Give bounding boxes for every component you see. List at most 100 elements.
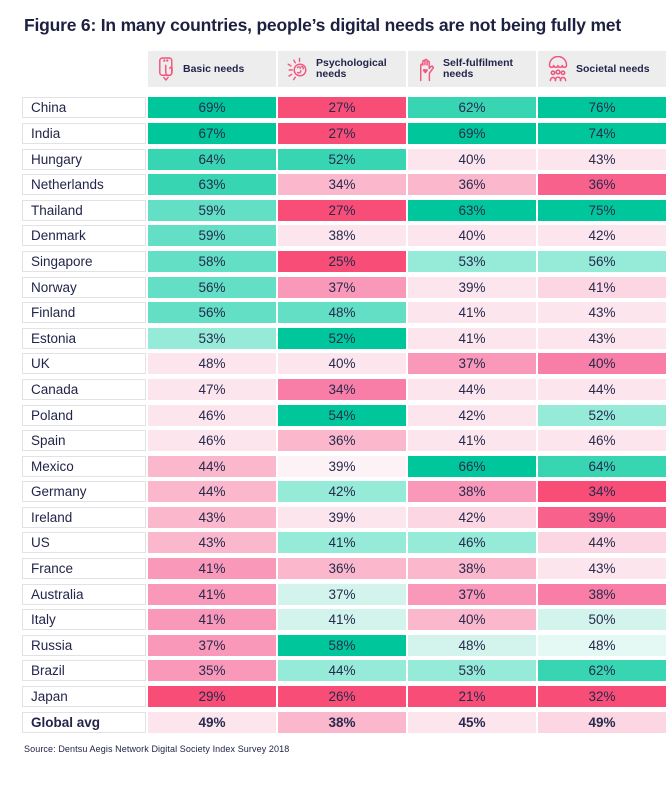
country-label: Global avg [22,711,146,733]
value-cell-societal-needs: 36% [538,174,666,196]
value-cell-psychological-needs: 41% [278,532,406,554]
value-cell-basic-needs: 69% [148,97,276,119]
value-cell-basic-needs: 37% [148,634,276,656]
country-label: Poland [22,404,146,426]
table-row: Germany 44% 42% 38% 34% [22,481,668,503]
table-row: Hungary 64% 52% 40% 43% [22,148,668,170]
table-row: Italy 41% 41% 40% 50% [22,609,668,631]
value-cell-societal-needs: 50% [538,609,666,631]
column-header-label: Basic needs [183,62,245,75]
value-cell-psychological-needs: 42% [278,481,406,503]
value-cell-self-fulfilment-needs: 42% [408,404,536,426]
value-cell-societal-needs: 48% [538,634,666,656]
value-cell-self-fulfilment-needs: 41% [408,327,536,349]
country-label: Canada [22,378,146,400]
hand-heart-icon [415,56,438,82]
country-label: Hungary [22,148,146,170]
value-cell-psychological-needs: 37% [278,583,406,605]
table-row: Denmark 59% 38% 40% 42% [22,225,668,247]
value-cell-societal-needs: 41% [538,276,666,298]
value-cell-basic-needs: 35% [148,660,276,682]
value-cell-basic-needs: 58% [148,250,276,272]
value-cell-societal-needs: 43% [538,302,666,324]
country-label: Russia [22,634,146,656]
value-cell-psychological-needs: 27% [278,199,406,221]
value-cell-self-fulfilment-needs: 69% [408,122,536,144]
value-cell-self-fulfilment-needs: 41% [408,302,536,324]
value-cell-societal-needs: 56% [538,250,666,272]
value-cell-basic-needs: 59% [148,199,276,221]
value-cell-self-fulfilment-needs: 40% [408,609,536,631]
value-cell-basic-needs: 41% [148,583,276,605]
value-cell-psychological-needs: 39% [278,506,406,528]
value-cell-psychological-needs: 41% [278,609,406,631]
value-cell-self-fulfilment-needs: 38% [408,558,536,580]
value-cell-basic-needs: 53% [148,327,276,349]
value-cell-basic-needs: 46% [148,430,276,452]
table-header-row: Basic needs [22,51,668,88]
value-cell-basic-needs: 44% [148,481,276,503]
table-body: China 69% 27% 62% 76% India 67% 27% 69% 74% Hungar… [22,97,668,733]
table-row: Norway 56% 37% 39% 41% [22,276,668,298]
column-header-psychological-needs: Psychological needs [278,51,406,88]
table-row: US 43% 41% 46% 44% [22,532,668,554]
value-cell-self-fulfilment-needs: 66% [408,455,536,477]
country-label: Estonia [22,327,146,349]
value-cell-self-fulfilment-needs: 36% [408,174,536,196]
value-cell-societal-needs: 75% [538,199,666,221]
value-cell-basic-needs: 44% [148,455,276,477]
country-label: Norway [22,276,146,298]
needs-heatmap-table: Basic needs [22,51,668,733]
value-cell-societal-needs: 43% [538,327,666,349]
table-row: Brazil 35% 44% 53% 62% [22,660,668,682]
table-row: France 41% 36% 38% 43% [22,558,668,580]
value-cell-societal-needs: 76% [538,97,666,119]
column-header-label: Psychological needs [316,56,387,81]
column-header-basic-needs: Basic needs [148,51,276,88]
value-cell-societal-needs: 74% [538,122,666,144]
table-row: Netherlands 63% 34% 36% 36% [22,174,668,196]
value-cell-societal-needs: 49% [538,711,666,733]
column-header-label: Societal needs [576,62,650,75]
value-cell-societal-needs: 46% [538,430,666,452]
table-row: Ireland 43% 39% 42% 39% [22,506,668,528]
value-cell-psychological-needs: 27% [278,97,406,119]
value-cell-basic-needs: 56% [148,276,276,298]
value-cell-basic-needs: 46% [148,404,276,426]
country-label: Germany [22,481,146,503]
brain-burst-icon [285,56,311,82]
global-avg-row: Global avg 49% 38% 45% 49% [22,711,668,733]
table-row: Mexico 44% 39% 66% 64% [22,455,668,477]
value-cell-self-fulfilment-needs: 48% [408,634,536,656]
table-row: India 67% 27% 69% 74% [22,122,668,144]
value-cell-societal-needs: 62% [538,660,666,682]
value-cell-societal-needs: 52% [538,404,666,426]
value-cell-self-fulfilment-needs: 39% [408,276,536,298]
table-row: Russia 37% 58% 48% 48% [22,634,668,656]
country-label: Australia [22,583,146,605]
country-label: UK [22,353,146,375]
value-cell-basic-needs: 56% [148,302,276,324]
value-cell-basic-needs: 49% [148,711,276,733]
table-row: Canada 47% 34% 44% 44% [22,378,668,400]
value-cell-self-fulfilment-needs: 38% [408,481,536,503]
value-cell-psychological-needs: 39% [278,455,406,477]
people-group-icon [545,56,571,82]
table-row: Australia 41% 37% 37% 38% [22,583,668,605]
value-cell-psychological-needs: 54% [278,404,406,426]
value-cell-societal-needs: 64% [538,455,666,477]
value-cell-psychological-needs: 27% [278,122,406,144]
value-cell-psychological-needs: 36% [278,430,406,452]
value-cell-psychological-needs: 52% [278,327,406,349]
value-cell-societal-needs: 39% [538,506,666,528]
country-label: France [22,558,146,580]
value-cell-psychological-needs: 38% [278,225,406,247]
value-cell-basic-needs: 64% [148,148,276,170]
value-cell-societal-needs: 43% [538,558,666,580]
country-label: Ireland [22,506,146,528]
value-cell-basic-needs: 29% [148,686,276,708]
value-cell-self-fulfilment-needs: 44% [408,378,536,400]
value-cell-basic-needs: 67% [148,122,276,144]
value-cell-societal-needs: 43% [538,148,666,170]
value-cell-psychological-needs: 44% [278,660,406,682]
